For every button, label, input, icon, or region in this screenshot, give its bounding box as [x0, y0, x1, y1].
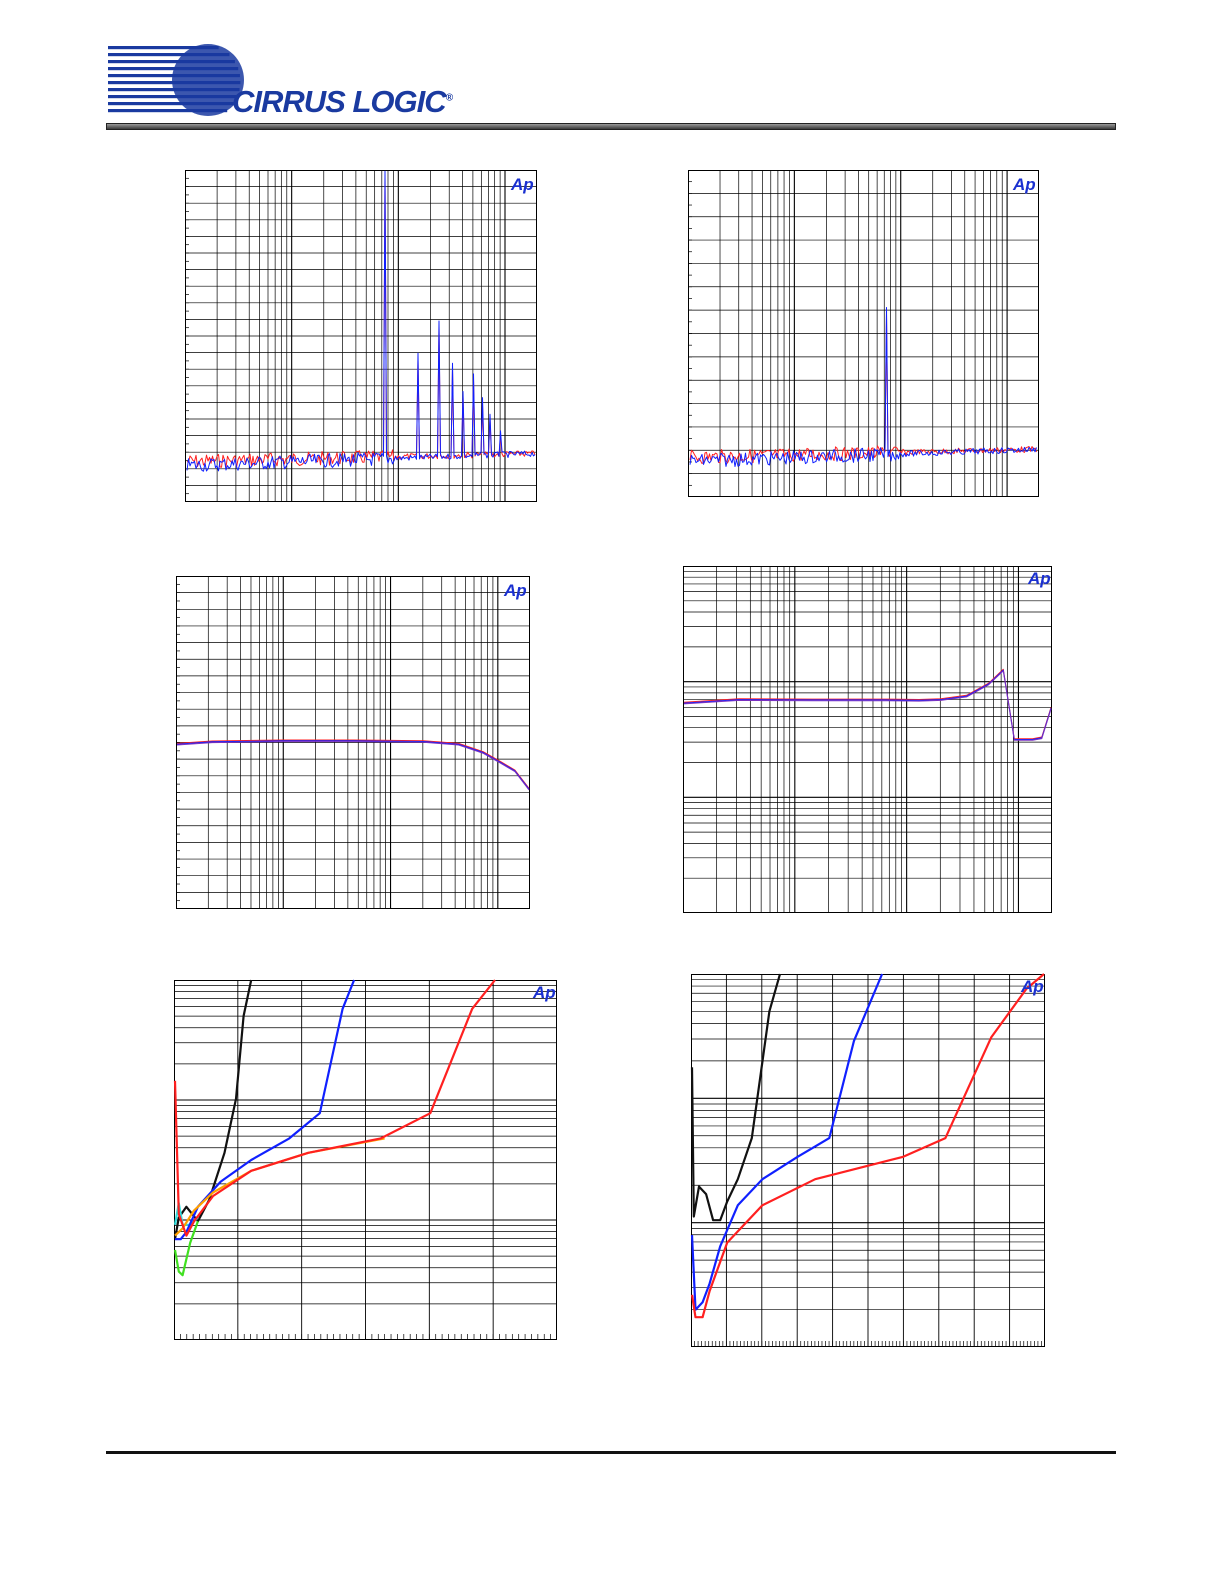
horizontal-gridlines — [688, 181, 1039, 486]
series-blue — [690, 973, 884, 1311]
horizontal-gridlines — [683, 570, 1052, 879]
cirrus-logic-logo — [108, 44, 244, 116]
ap-badge: Ap — [510, 175, 534, 194]
vertical-gridlines — [716, 566, 1020, 913]
horizontal-gridlines — [185, 177, 537, 495]
frequency-response-chart-right: Ap — [683, 566, 1052, 913]
footer-rule — [106, 1451, 1116, 1454]
series-blue — [176, 740, 530, 790]
series-purple — [683, 670, 1052, 741]
ap-badge: Ap — [1012, 175, 1036, 194]
logo-text: CIRRUS LOGIC® — [232, 84, 453, 119]
series-red — [690, 973, 1045, 1319]
series-blue — [175, 979, 356, 1241]
fft-chart-right: Ap — [688, 170, 1039, 497]
series-green — [173, 1220, 199, 1277]
frequency-response-chart-left: Ap — [176, 576, 530, 909]
vertical-gridlines — [694, 974, 1042, 1347]
ap-badge: Ap — [1020, 977, 1044, 996]
ap-badge: Ap — [532, 983, 556, 1002]
series-black — [690, 973, 782, 1222]
series-red — [173, 979, 496, 1237]
thd-chart-right: Ap — [690, 973, 1045, 1347]
logo-circle — [172, 44, 244, 116]
horizontal-gridlines — [174, 985, 557, 1305]
series-purple — [176, 741, 530, 791]
header-rule — [106, 123, 1116, 130]
logo-stripe — [108, 109, 228, 113]
series-red — [683, 668, 1052, 740]
logo-stripe — [108, 60, 235, 64]
series-blue — [689, 307, 1037, 467]
logo-stripe — [108, 102, 234, 106]
vertical-gridlines — [180, 980, 551, 1340]
logo-stripe — [108, 67, 239, 71]
logo-stripe — [108, 95, 238, 99]
thd-chart-left: Ap — [173, 979, 557, 1340]
series-blue — [683, 669, 1052, 740]
fft-chart-left: Ap — [185, 170, 537, 502]
logo-stripe — [108, 53, 230, 57]
series-blue — [186, 170, 536, 472]
horizontal-gridlines — [176, 583, 530, 902]
ap-badge: Ap — [503, 581, 527, 600]
series-red — [176, 739, 530, 789]
ap-badge: Ap — [1027, 569, 1051, 588]
horizontal-gridlines — [691, 979, 1045, 1310]
logo-stripe — [108, 46, 219, 50]
plot-frame — [683, 566, 1052, 913]
